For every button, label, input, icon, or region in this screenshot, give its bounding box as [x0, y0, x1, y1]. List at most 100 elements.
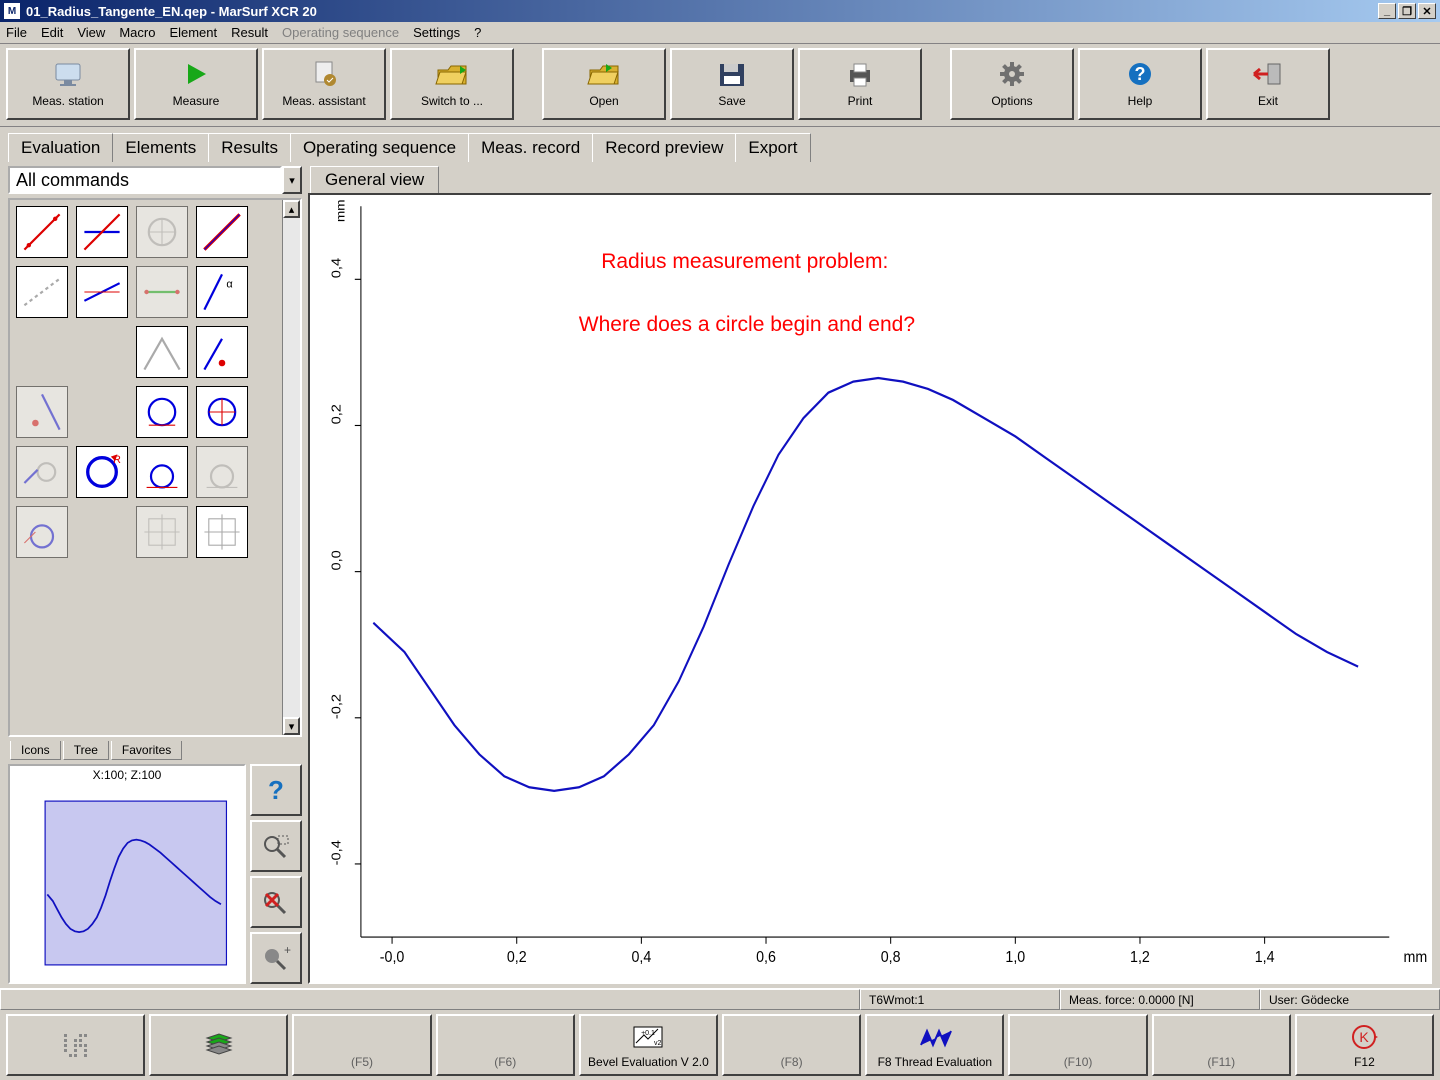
preview-side-buttons: ?+: [250, 764, 302, 984]
toolbar-label: Save: [718, 94, 745, 108]
menu-result[interactable]: Result: [231, 25, 268, 40]
palette-item-4[interactable]: [16, 266, 68, 318]
svg-text:1,4: 1,4: [1255, 948, 1275, 966]
zoom-in-button[interactable]: +: [250, 932, 302, 984]
svg-text:v2: v2: [654, 1040, 662, 1047]
measure-button[interactable]: Measure: [134, 48, 258, 120]
svg-text:1,2: 1,2: [1130, 948, 1150, 966]
palette-item-14[interactable]: [136, 386, 188, 438]
tab-meas--record[interactable]: Meas. record: [468, 133, 593, 162]
fkey-f12[interactable]: KF12: [1295, 1014, 1434, 1076]
svg-text:mm: mm: [333, 200, 347, 222]
subtab-tree[interactable]: Tree: [63, 741, 109, 760]
fkey-label: Bevel Evaluation V 2.0: [588, 1055, 709, 1069]
commands-filter[interactable]: ▾: [8, 166, 302, 194]
commands-filter-dropdown[interactable]: ▾: [282, 166, 302, 194]
close-button[interactable]: ✕: [1418, 3, 1436, 19]
svg-text:0,4: 0,4: [328, 258, 343, 279]
palette-item-10[interactable]: [136, 326, 188, 378]
menu-file[interactable]: File: [6, 25, 27, 40]
scroll-down-button[interactable]: ▾: [283, 717, 300, 735]
svg-text:+: +: [284, 944, 291, 957]
save-button[interactable]: Save: [670, 48, 794, 120]
palette-item-22[interactable]: [136, 506, 188, 558]
chart-annotation: Where does a circle begin and end?: [579, 313, 915, 337]
general-view-chart[interactable]: -0,4-0,20,00,20,4-0,00,20,40,60,81,01,21…: [308, 193, 1432, 984]
svg-text:0,2: 0,2: [507, 948, 527, 966]
scroll-track[interactable]: [283, 218, 300, 717]
tab-record-preview[interactable]: Record preview: [592, 133, 736, 162]
palette-item-12[interactable]: [16, 386, 68, 438]
menu-macro[interactable]: Macro: [119, 25, 155, 40]
palette-item-6[interactable]: [136, 266, 188, 318]
toolbar-label: Print: [848, 94, 873, 108]
menu-[interactable]: ?: [474, 25, 481, 40]
open-button[interactable]: Open: [542, 48, 666, 120]
palette-item-19[interactable]: [196, 446, 248, 498]
subtab-icons[interactable]: Icons: [10, 741, 61, 760]
palette-item-15[interactable]: [196, 386, 248, 438]
subtab-favorites[interactable]: Favorites: [111, 741, 182, 760]
palette-item-5[interactable]: [76, 266, 128, 318]
svg-text:0,6: 0,6: [756, 948, 776, 966]
tab-results[interactable]: Results: [208, 133, 291, 162]
tab-operating-sequence[interactable]: Operating sequence: [290, 133, 469, 162]
window-title: 01_Radius_Tangente_EN.qep - MarSurf XCR …: [26, 4, 317, 19]
meas-station-button[interactable]: Meas. station: [6, 48, 130, 120]
scroll-up-button[interactable]: ▴: [283, 200, 300, 218]
folder-sw-icon: [434, 60, 470, 88]
fkey-f5: (F5): [292, 1014, 431, 1076]
menu-operatingsequence[interactable]: Operating sequence: [282, 25, 399, 40]
menu-element[interactable]: Element: [169, 25, 217, 40]
fkey-f2[interactable]: [149, 1014, 288, 1076]
print-button[interactable]: Print: [798, 48, 922, 120]
general-view-tab[interactable]: General view: [310, 166, 439, 193]
options-button[interactable]: Options: [950, 48, 1074, 120]
palette-item-0[interactable]: [16, 206, 68, 258]
palette-item-23[interactable]: [196, 506, 248, 558]
svg-text:-0,0: -0,0: [380, 948, 405, 966]
palette-scrollbar[interactable]: ▴ ▾: [282, 200, 300, 735]
zoom-reset-button[interactable]: [250, 876, 302, 928]
help-button[interactable]: ?: [250, 764, 302, 816]
tab-elements[interactable]: Elements: [112, 133, 209, 162]
tab-export[interactable]: Export: [735, 133, 810, 162]
svg-text:0,2: 0,2: [328, 404, 343, 425]
menu-view[interactable]: View: [77, 25, 105, 40]
commands-filter-input[interactable]: [8, 166, 282, 194]
fkey-f7[interactable]: +0.1v2 Bevel Evaluation V 2.0: [579, 1014, 718, 1076]
toolbar-label: Switch to ...: [421, 94, 483, 108]
palette-item-17[interactable]: R: [76, 446, 128, 498]
exit-button[interactable]: Exit: [1206, 48, 1330, 120]
preview-row: X:100; Z:100 ?+: [8, 764, 302, 984]
palette-item-3[interactable]: [196, 206, 248, 258]
fkey-f1[interactable]: [6, 1014, 145, 1076]
palette-item-20[interactable]: [16, 506, 68, 558]
palette-item-11[interactable]: [196, 326, 248, 378]
fkey-label: F8 Thread Evaluation: [878, 1055, 993, 1069]
toolbar-label: Meas. station: [32, 94, 103, 108]
svg-text:0,8: 0,8: [881, 948, 901, 966]
zoom-area-button[interactable]: [250, 820, 302, 872]
minimize-button[interactable]: _: [1378, 3, 1396, 19]
fkey-f8b[interactable]: F8 Thread Evaluation: [865, 1014, 1004, 1076]
menu-edit[interactable]: Edit: [41, 25, 63, 40]
tab-evaluation[interactable]: Evaluation: [8, 133, 113, 162]
help-button[interactable]: ?Help: [1078, 48, 1202, 120]
palette-item-16[interactable]: [16, 446, 68, 498]
palette-subtabs: IconsTreeFavorites: [8, 741, 302, 760]
meas-assistant-button[interactable]: Meas. assistant: [262, 48, 386, 120]
wizard-icon: [306, 60, 342, 88]
play-icon: [178, 60, 214, 88]
palette-item-2[interactable]: [136, 206, 188, 258]
maximize-button[interactable]: ❐: [1398, 3, 1416, 19]
chart-annotation: Radius measurement problem:: [601, 250, 888, 274]
switch-to-button[interactable]: Switch to ...: [390, 48, 514, 120]
bevel-icon: +0.1v2: [630, 1021, 666, 1053]
preview-pane[interactable]: X:100; Z:100: [8, 764, 246, 984]
palette-item-1[interactable]: [76, 206, 128, 258]
menu-settings[interactable]: Settings: [413, 25, 460, 40]
palette-item-18[interactable]: [136, 446, 188, 498]
palette-item-7[interactable]: α: [196, 266, 248, 318]
svg-text:?: ?: [1135, 64, 1146, 84]
